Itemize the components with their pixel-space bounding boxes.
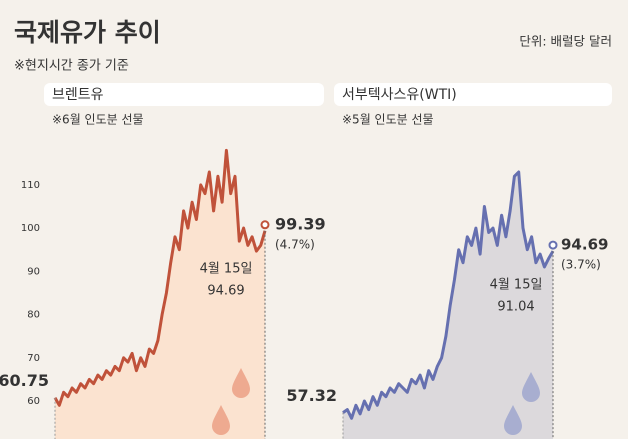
area xyxy=(343,172,553,439)
y-tick-label: 80 xyxy=(27,310,40,321)
marker-value-label: 94.69 xyxy=(207,284,244,299)
chart-title: 서부텍사스유(WTI) xyxy=(342,87,457,103)
page-title: 국제유가 추이 xyxy=(14,18,161,47)
marker-label: 4월 15일 xyxy=(200,262,253,277)
y-tick-label: 110 xyxy=(21,180,40,191)
start-value-label: 60.75 xyxy=(0,371,49,390)
chart-note: ※5월 인도분 선물 xyxy=(342,113,434,127)
change-label: (3.7%) xyxy=(561,258,601,272)
end-point xyxy=(548,240,558,250)
chart-title-box xyxy=(334,83,612,106)
line xyxy=(342,170,555,420)
area xyxy=(55,150,265,439)
chart-title-box xyxy=(44,83,324,106)
subtitle: ※현지시간 종가 기준 xyxy=(14,59,129,74)
change-label: (4.7%) xyxy=(275,237,315,251)
plots: 60 70 80 90 100 110 99.39 (4.7%) 60.75 4월 15일 94.6… xyxy=(0,148,608,439)
drop-icon xyxy=(232,368,250,398)
end-value-label: 94.69 xyxy=(561,236,608,254)
start-value-label: 57.32 xyxy=(286,386,337,405)
chart-title: 브렌트유 xyxy=(52,87,104,103)
y-tick-label: 70 xyxy=(27,353,40,364)
y-tick-label: 90 xyxy=(27,266,40,277)
chart-note: ※6월 인도분 선물 xyxy=(52,113,144,127)
end-value-label: 99.39 xyxy=(275,214,326,233)
end-point xyxy=(260,220,270,230)
drop-icon xyxy=(504,405,522,435)
marker-label: 4월 15일 xyxy=(490,277,543,292)
line xyxy=(53,148,267,407)
unit: 단위: 배럴당 달러 xyxy=(519,34,612,49)
drop-icon xyxy=(212,405,230,435)
marker-value-label: 91.04 xyxy=(497,299,534,314)
drop-icon xyxy=(522,372,540,402)
y-tick-label: 100 xyxy=(21,223,40,234)
y-tick-label: 60 xyxy=(27,396,40,407)
